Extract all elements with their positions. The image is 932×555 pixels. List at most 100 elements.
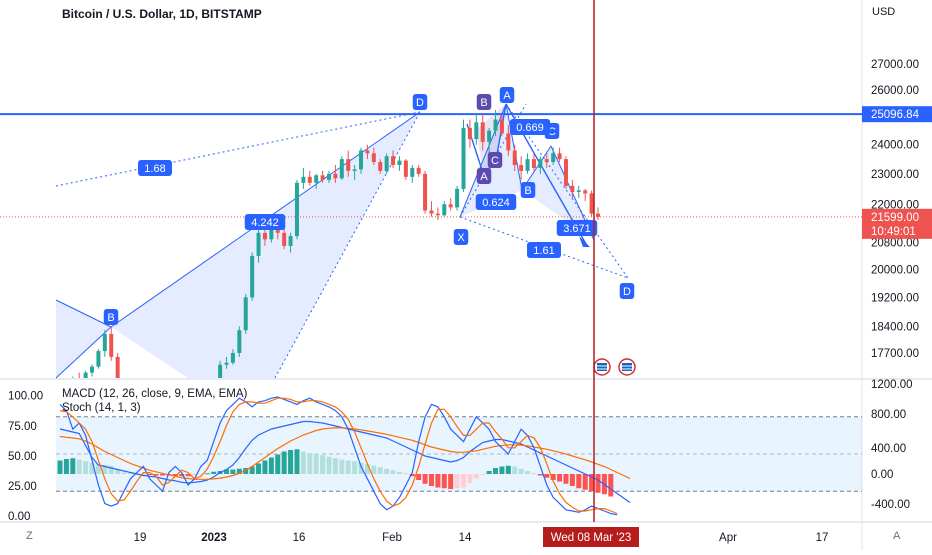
macd-histogram-bar [262, 460, 268, 474]
candle-body [224, 362, 229, 365]
macd-histogram-bar [275, 454, 281, 474]
macd-histogram-bar [57, 460, 63, 474]
macd-histogram-bar [428, 474, 434, 486]
macd-histogram-bar [115, 469, 121, 474]
candle-body [525, 159, 530, 171]
candle-body [288, 236, 293, 246]
macd-histogram-bar [230, 469, 236, 474]
macd-histogram-bar [576, 474, 582, 489]
price-tick-label: 18400.00 [871, 321, 919, 333]
candle-body [346, 159, 351, 171]
crosshair-time-label: Wed 08 Mar '23 [551, 532, 632, 544]
macd-histogram-bar [345, 460, 351, 474]
candle-body [275, 229, 280, 233]
macd-histogram-bar [339, 459, 345, 474]
candle-body [391, 156, 396, 165]
pattern-line [55, 299, 112, 328]
macd-histogram-bar [89, 462, 95, 474]
ratio-label: 3.671 [563, 223, 591, 235]
pattern-point-a-bg [499, 87, 515, 103]
candle-body [563, 159, 568, 186]
macd-histogram-bar [268, 457, 274, 474]
pattern-point-x: X [457, 232, 465, 244]
macd-histogram-bar [121, 472, 127, 474]
macd-histogram-bar [582, 474, 588, 490]
stoch-indicator-label[interactable]: Stoch (14, 1, 3) [62, 402, 141, 414]
countdown-label: 10:49:01 [871, 226, 916, 238]
currency-label: USD [872, 6, 896, 18]
price-tick-label: 27000.00 [871, 59, 919, 71]
candle-body [410, 167, 415, 177]
macd-histogram-bar [409, 474, 415, 477]
price-tick-label: 26000.00 [871, 85, 919, 97]
pattern-point-a: A [503, 90, 511, 102]
macd-histogram-bar [76, 459, 82, 474]
candle-body [467, 127, 472, 140]
macd-histogram-bar [204, 473, 210, 475]
candle-body [512, 150, 517, 165]
candle-body [423, 173, 428, 211]
price-tick-label: 24000.00 [871, 140, 919, 152]
candle-body [339, 159, 344, 179]
macd-histogram-bar [493, 468, 499, 474]
macd-histogram-bar [147, 474, 153, 475]
macd-histogram-bar [544, 474, 550, 478]
pattern-point-b-bg [103, 309, 119, 325]
price-tick-label: 19200.00 [871, 292, 919, 304]
stoch-tick-label: 100.00 [8, 391, 43, 403]
ratio-label-bg [556, 220, 598, 236]
macd-indicator-label[interactable]: MACD (12, 26, close, 9, EMA, EMA) [62, 388, 248, 400]
pattern-point-b: B [107, 312, 114, 324]
candle-body [83, 372, 88, 378]
pattern-point-d2-bg [619, 283, 635, 299]
candle-body [333, 173, 338, 179]
macd-histogram-bar [256, 463, 262, 474]
time-tick-label: 19 [134, 532, 147, 544]
macd-histogram-bar [563, 474, 569, 484]
pattern-dotted-line [55, 111, 421, 187]
candle-body [218, 364, 223, 378]
candle-body [480, 122, 485, 142]
harmonic-fill-big [111, 112, 420, 378]
stoch-k-line [59, 396, 618, 516]
macd-histogram-bar [313, 453, 319, 474]
macd-histogram-bar [473, 474, 479, 479]
candle-body [493, 119, 498, 131]
macd-histogram-bar [102, 465, 108, 474]
candle-body [557, 153, 562, 160]
macd-histogram-bar [172, 474, 178, 477]
macd-histogram-bar [608, 474, 614, 497]
candle-body [301, 176, 306, 183]
candle-body [115, 356, 120, 378]
macd-histogram-bar [499, 466, 505, 474]
candle-body [531, 159, 536, 168]
candle-body [384, 156, 389, 171]
time-tick-label: 17 [816, 532, 829, 544]
price-tick-label: 20000.00 [871, 264, 919, 276]
macd-histogram-bar [454, 474, 460, 489]
macd-histogram-bar [371, 465, 377, 474]
pattern-point-d-bg [412, 94, 428, 110]
ratio-label-bg [527, 242, 561, 258]
macd-histogram-bar [364, 464, 370, 474]
price-tick-label: 17700.00 [871, 348, 919, 360]
macd-histogram-bar [320, 455, 326, 474]
auto-scale-button[interactable]: A [893, 530, 901, 542]
zoom-reset-button[interactable]: Z [26, 530, 33, 542]
candle-body [499, 119, 504, 134]
candle-body [416, 167, 421, 174]
macd-histogram-bar [83, 461, 89, 474]
stoch-tick-label: 25.00 [8, 481, 37, 493]
macd-histogram-bar [179, 474, 185, 477]
pattern-dotted-line [274, 111, 421, 379]
candle-body [397, 160, 402, 165]
price-tick-label: 20800.00 [871, 238, 919, 250]
ratio-label: 0.624 [482, 197, 510, 209]
macd-histogram-bar [288, 450, 294, 474]
macd-histogram-bar [435, 474, 441, 488]
ratio-label: 1.68 [144, 163, 165, 175]
macd-histogram-bar [236, 468, 242, 474]
candle-body [435, 213, 440, 216]
